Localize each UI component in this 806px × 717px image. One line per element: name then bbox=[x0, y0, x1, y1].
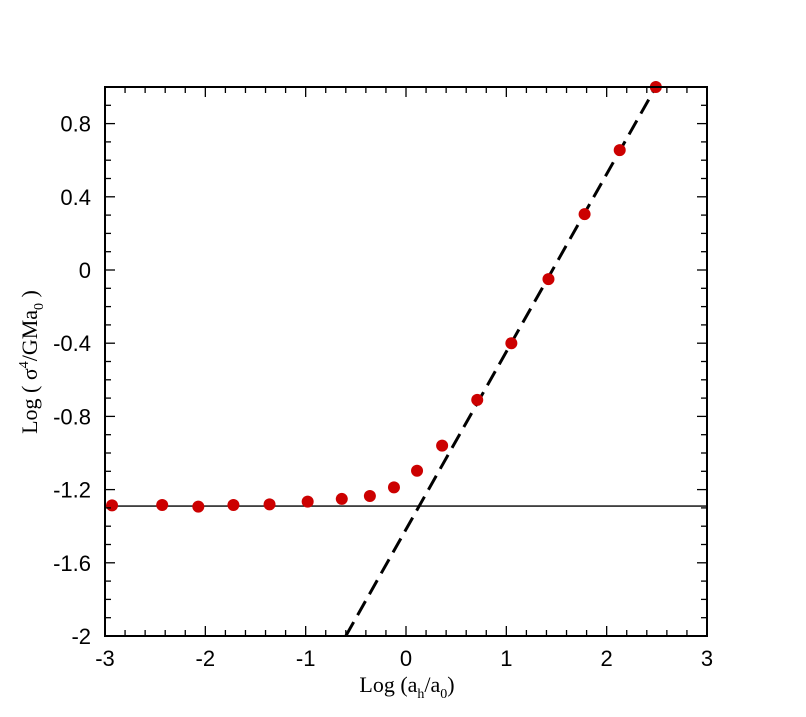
y-axis-title: Log ( σ4/GMa0 ) bbox=[17, 290, 47, 434]
y-axis-title-prefix: Log ( σ bbox=[17, 368, 42, 434]
plot-frame bbox=[104, 86, 708, 637]
data-point bbox=[335, 492, 348, 505]
data-point bbox=[387, 481, 400, 494]
x-tick-label: -1 bbox=[296, 646, 316, 671]
y-tick-label: -1.2 bbox=[53, 478, 91, 503]
data-point bbox=[301, 495, 314, 508]
tick-labels: -3 -2 -1 0 1 2 3-2-1.6-1.2-0.8-0.400.40.8 bbox=[53, 112, 713, 671]
data-point bbox=[227, 498, 240, 511]
reference-lines bbox=[105, 86, 707, 637]
axis-ticks bbox=[104, 86, 708, 637]
y-tick-label: 0 bbox=[79, 258, 91, 283]
x-tick-label: 1 bbox=[500, 646, 512, 671]
x-axis-title-sub1: h bbox=[417, 687, 424, 702]
y-axis-title-suffix: ) bbox=[17, 290, 42, 303]
y-tick-label: -0.4 bbox=[53, 331, 91, 356]
data-point bbox=[505, 337, 518, 350]
y-tick-label: -1.6 bbox=[53, 551, 91, 576]
x-axis-title-suffix: ) bbox=[447, 672, 454, 697]
data-point bbox=[363, 490, 376, 503]
x-axis-title-mid: /a bbox=[424, 672, 440, 697]
data-points bbox=[106, 81, 662, 513]
data-point bbox=[613, 144, 626, 157]
x-tick-label: 2 bbox=[601, 646, 613, 671]
data-point bbox=[578, 208, 591, 221]
data-point bbox=[263, 498, 276, 511]
x-axis-title-prefix: Log (a bbox=[359, 672, 417, 697]
data-point bbox=[411, 464, 424, 477]
y-axis-title-sup: 4 bbox=[17, 361, 32, 368]
x-tick-label: 0 bbox=[400, 646, 412, 671]
x-tick-label: -3 bbox=[95, 646, 115, 671]
y-tick-label: -2 bbox=[71, 624, 91, 649]
data-point bbox=[192, 500, 205, 513]
data-point bbox=[156, 498, 169, 511]
data-point bbox=[436, 439, 449, 452]
data-point bbox=[542, 273, 555, 286]
dashed-fit-line bbox=[344, 86, 658, 637]
data-point bbox=[106, 499, 119, 512]
y-tick-label: 0.4 bbox=[60, 185, 91, 210]
x-tick-label: -2 bbox=[196, 646, 216, 671]
x-tick-label: 3 bbox=[701, 646, 713, 671]
y-axis-title-sub: 0 bbox=[32, 303, 47, 310]
x-axis-title: Log (ah/a0) bbox=[359, 672, 454, 702]
y-tick-label: -0.8 bbox=[53, 404, 91, 429]
y-tick-label: 0.8 bbox=[60, 112, 91, 137]
y-axis-title-mid: /GMa bbox=[17, 310, 42, 362]
data-point bbox=[471, 393, 484, 406]
x-axis-title-sub2: 0 bbox=[440, 687, 447, 702]
